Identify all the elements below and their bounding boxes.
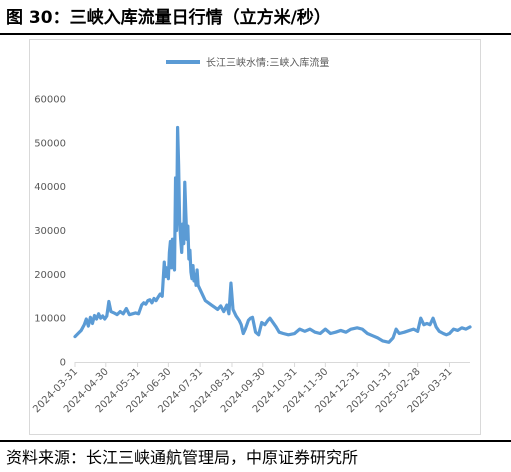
figure-title: 图 30：三峡入库流量日行情（立方米/秒） (6, 8, 331, 28)
y-tick-label: 40000 (34, 182, 66, 193)
inflow-line-chart: 长江三峡水情:三峡入库流量 0 10000 20000 30000 40000 50000 6… (31, 56, 472, 415)
bottom-rule (0, 440, 511, 442)
y-tick-label: 20000 (34, 270, 66, 281)
y-tick-label: 30000 (34, 226, 66, 237)
y-tick-label: 10000 (34, 314, 66, 325)
series-line (73, 125, 472, 344)
legend-label: 长江三峡水情:三峡入库流量 (206, 56, 329, 69)
chart-area: 长江三峡水情:三峡入库流量 0 10000 20000 30000 40000 50000 6… (29, 39, 481, 435)
y-tick-label: 50000 (34, 138, 66, 149)
y-tick-label: 0 (60, 358, 66, 369)
y-tick-label: 60000 (34, 95, 66, 106)
source-note: 资料来源：长江三峡通航管理局，中原证券研究所 (6, 448, 359, 467)
top-rule (0, 33, 511, 35)
